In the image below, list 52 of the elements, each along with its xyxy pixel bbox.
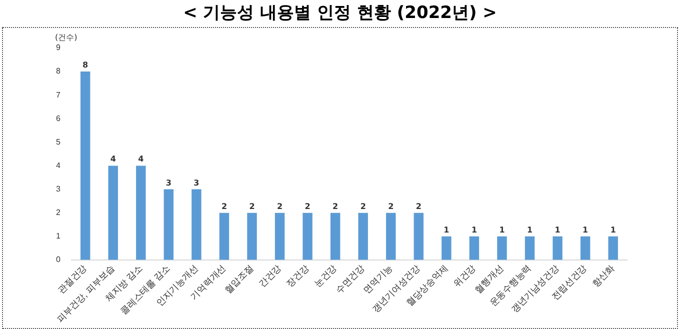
data-label: 2 bbox=[249, 202, 255, 211]
chart-title: < 기능성 내용별 인정 현황 (2022년) > bbox=[182, 2, 498, 25]
bar bbox=[386, 212, 396, 260]
data-label: 1 bbox=[499, 225, 506, 234]
bar bbox=[164, 189, 174, 260]
y-tick-label: 6 bbox=[56, 114, 61, 123]
bar bbox=[497, 236, 507, 260]
data-label: 2 bbox=[360, 202, 366, 211]
bar bbox=[608, 236, 618, 260]
data-label: 1 bbox=[554, 225, 561, 234]
y-tick-label: 3 bbox=[56, 184, 61, 194]
y-tick-label: 9 bbox=[56, 43, 61, 52]
bar bbox=[358, 212, 368, 260]
bar bbox=[524, 236, 535, 260]
data-label: 2 bbox=[388, 202, 394, 211]
y-tick-label: 7 bbox=[56, 90, 61, 100]
bar bbox=[330, 212, 340, 260]
bar bbox=[414, 212, 424, 260]
bar bbox=[442, 236, 452, 260]
data-label: 1 bbox=[471, 225, 478, 234]
bar bbox=[552, 236, 562, 260]
y-tick-label: 8 bbox=[56, 66, 61, 76]
data-label: 1 bbox=[582, 225, 589, 234]
data-label: 2 bbox=[221, 202, 228, 211]
bar bbox=[469, 236, 480, 260]
bar bbox=[108, 166, 118, 260]
bar bbox=[274, 212, 285, 260]
bar bbox=[192, 189, 202, 260]
data-label: 4 bbox=[138, 154, 144, 164]
y-tick-label: 2 bbox=[56, 208, 61, 218]
bar bbox=[136, 166, 146, 260]
data-label: 3 bbox=[166, 178, 172, 188]
data-label: 2 bbox=[332, 202, 338, 211]
bar bbox=[80, 72, 90, 260]
data-label: 2 bbox=[304, 202, 310, 211]
data-label: 4 bbox=[110, 154, 116, 164]
data-label: 2 bbox=[416, 202, 422, 211]
bar bbox=[580, 236, 590, 260]
data-label: 3 bbox=[194, 178, 200, 188]
data-label: 2 bbox=[276, 202, 283, 211]
bar bbox=[247, 212, 257, 260]
y-tick-label: 4 bbox=[56, 160, 61, 170]
y-axis-title: (건수) bbox=[55, 33, 78, 42]
data-label: 1 bbox=[526, 225, 533, 234]
data-label: 8 bbox=[82, 60, 89, 70]
data-label: 1 bbox=[610, 225, 616, 234]
bar bbox=[219, 212, 230, 260]
data-label: 1 bbox=[444, 225, 450, 234]
y-tick-label: 1 bbox=[56, 232, 61, 241]
y-tick-label: 5 bbox=[56, 137, 61, 146]
y-tick-label: 0 bbox=[56, 255, 61, 264]
bar bbox=[302, 212, 312, 260]
